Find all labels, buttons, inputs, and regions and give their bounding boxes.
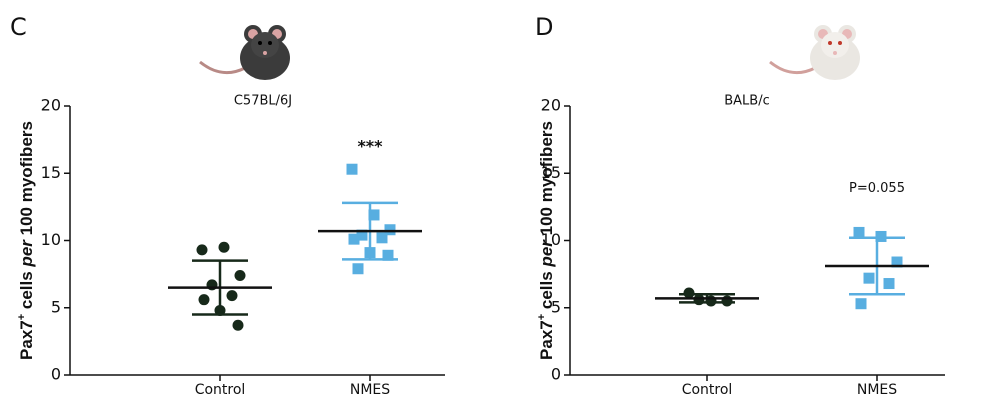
data-point	[232, 319, 244, 331]
panel-letter: D	[535, 13, 553, 41]
white-mouse-icon	[769, 25, 860, 80]
y-axis-label-part: Pax7	[17, 320, 36, 360]
x-tick-label: NMES	[350, 382, 390, 398]
y-tick-label: 5	[51, 297, 61, 316]
y-tick-label: 20	[41, 96, 61, 115]
data-point	[683, 287, 695, 299]
y-axis-label-part: +	[536, 314, 548, 320]
y-axis-label-part: cells	[537, 267, 556, 314]
y-axis-label: Pax7+ cells per 100 myofibers	[16, 121, 37, 360]
x-tick-label: Control	[195, 382, 246, 398]
data-point	[384, 224, 396, 236]
y-axis-label: Pax7+ cells per 100 myofibers	[536, 121, 557, 360]
y-axis-label-part: 100 myofibers	[537, 121, 556, 240]
data-point	[226, 290, 238, 302]
data-point	[348, 233, 360, 245]
data-point	[364, 247, 376, 259]
data-point	[875, 230, 887, 242]
data-point	[891, 256, 903, 268]
y-axis-label-part: 100 myofibers	[17, 121, 36, 240]
chart-title: BALB/c	[724, 94, 770, 109]
data-point	[853, 226, 865, 238]
data-point	[356, 229, 368, 241]
data-point	[198, 294, 210, 306]
y-tick-label: 15	[41, 163, 61, 182]
data-point	[214, 304, 226, 316]
data-point	[218, 241, 230, 253]
data-point	[234, 269, 246, 281]
y-axis-label-part: per	[537, 239, 556, 268]
data-point	[346, 163, 358, 175]
y-tick-label: 20	[541, 96, 561, 115]
data-point	[382, 249, 394, 261]
data-point	[863, 272, 875, 284]
data-point	[196, 244, 208, 256]
data-point	[352, 263, 364, 275]
data-point	[855, 298, 867, 310]
y-axis-label-part: +	[16, 314, 28, 320]
y-axis-label-part: cells	[17, 267, 36, 314]
x-tick-label: Control	[682, 382, 733, 398]
x-tick-label: NMES	[857, 382, 897, 398]
significance-annotation: P=0.055	[849, 181, 905, 196]
panel-letter: C	[10, 13, 27, 41]
y-axis-label-part: Pax7	[537, 320, 556, 360]
y-tick-label: 0	[51, 365, 61, 384]
y-tick-label: 10	[541, 230, 561, 249]
y-tick-label: 0	[551, 365, 561, 384]
y-tick-label: 5	[551, 297, 561, 316]
black-mouse-icon	[199, 25, 290, 80]
y-axis-label-part: per	[17, 239, 36, 268]
y-tick-label: 15	[541, 163, 561, 182]
y-tick-label: 10	[41, 230, 61, 249]
data-point	[368, 209, 380, 221]
chart-title: C57BL/6J	[234, 94, 292, 109]
data-point	[883, 278, 895, 290]
significance-annotation: ***	[357, 137, 383, 156]
data-point	[376, 232, 388, 244]
data-point	[693, 294, 705, 306]
